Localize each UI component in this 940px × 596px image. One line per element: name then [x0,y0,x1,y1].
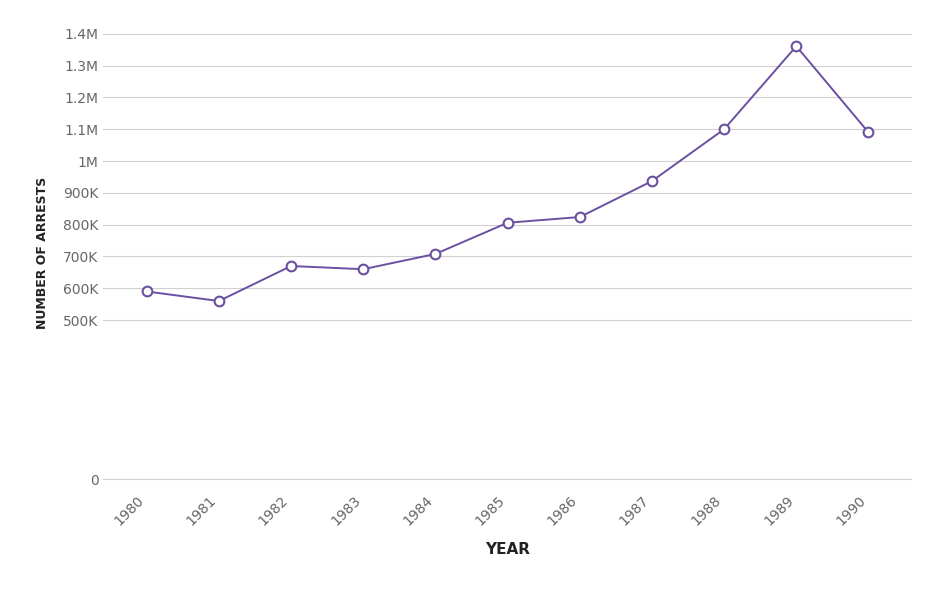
Y-axis label: NUMBER OF ARRESTS: NUMBER OF ARRESTS [37,177,49,330]
X-axis label: YEAR: YEAR [485,542,530,557]
